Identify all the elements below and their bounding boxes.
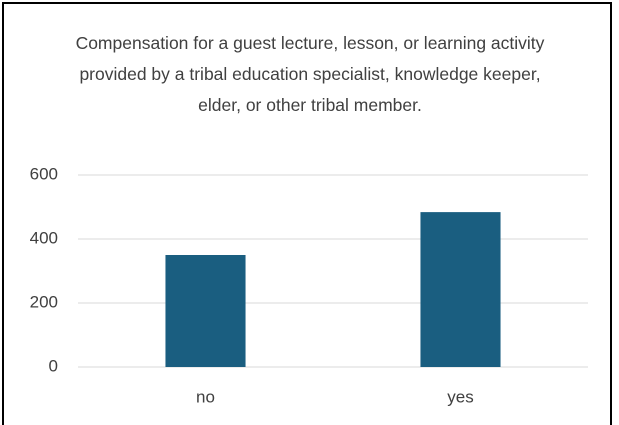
bar bbox=[165, 255, 246, 367]
y-tick-label: 400 bbox=[30, 228, 58, 247]
y-tick-label: 0 bbox=[49, 356, 58, 375]
bar bbox=[420, 212, 501, 367]
x-tick-label: yes bbox=[447, 387, 473, 406]
y-tick-label: 200 bbox=[30, 292, 58, 311]
chart-title: Compensation for a guest lecture, lesson… bbox=[75, 33, 545, 115]
x-tick-label: no bbox=[196, 387, 215, 406]
y-tick-label: 600 bbox=[30, 164, 58, 183]
